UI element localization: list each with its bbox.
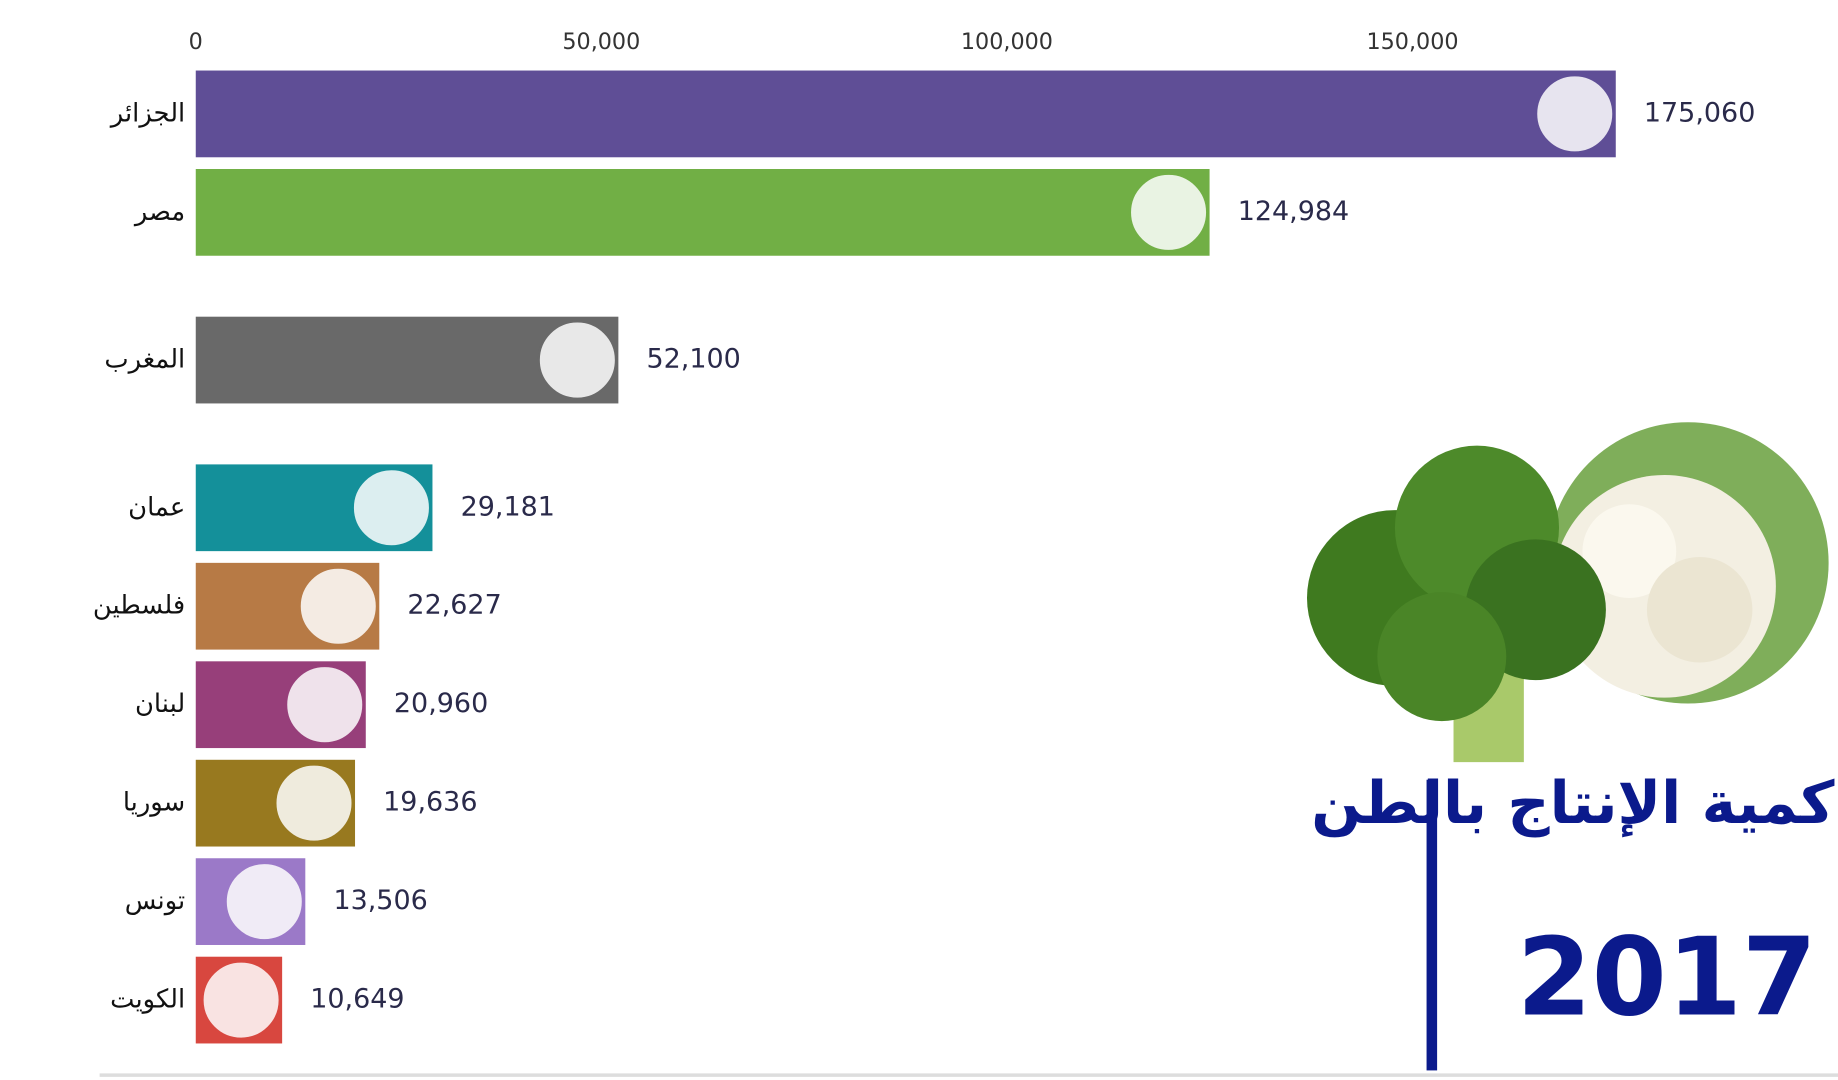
category-label: المغرب <box>104 345 185 375</box>
value-label: 19,636 <box>383 787 477 818</box>
bar <box>195 70 1616 158</box>
chart-subtitle: 2017 <box>1517 916 1817 1041</box>
category-label: الكويت <box>110 985 185 1015</box>
category-label: تونس <box>125 886 186 916</box>
value-label: 29,181 <box>461 491 555 522</box>
flag <box>284 664 365 745</box>
x-tick-label: 0 <box>189 29 203 55</box>
flag <box>201 960 281 1040</box>
vegetable-illustration <box>1306 422 1829 763</box>
flag <box>224 861 305 942</box>
category-label: فلسطين <box>93 591 185 621</box>
flag <box>537 320 618 400</box>
x-tick-label: 150,000 <box>1366 29 1458 55</box>
category-label: عمان <box>128 492 185 522</box>
value-label: 10,649 <box>310 984 404 1015</box>
chart-title: كمية الإنتاج بالطن <box>1311 769 1835 838</box>
category-label: سوريا <box>123 788 185 818</box>
flag <box>1534 74 1615 154</box>
flag <box>351 467 432 548</box>
title-bar <box>1426 779 1438 1071</box>
category-label: لبنان <box>135 689 185 719</box>
value-label: 13,506 <box>333 885 427 916</box>
value-label: 124,984 <box>1238 196 1349 227</box>
category-label: مصر <box>133 197 185 227</box>
flag <box>1128 172 1209 253</box>
value-label: 175,060 <box>1644 97 1755 128</box>
bar <box>195 169 1210 256</box>
flag <box>274 763 354 844</box>
value-label: 20,960 <box>394 688 488 719</box>
value-label: 52,100 <box>647 344 741 375</box>
category-label: الجزائر <box>109 98 185 128</box>
value-label: 22,627 <box>407 590 501 621</box>
flag <box>298 566 379 647</box>
x-tick-label: 100,000 <box>961 29 1053 55</box>
x-tick-label: 50,000 <box>562 29 640 55</box>
